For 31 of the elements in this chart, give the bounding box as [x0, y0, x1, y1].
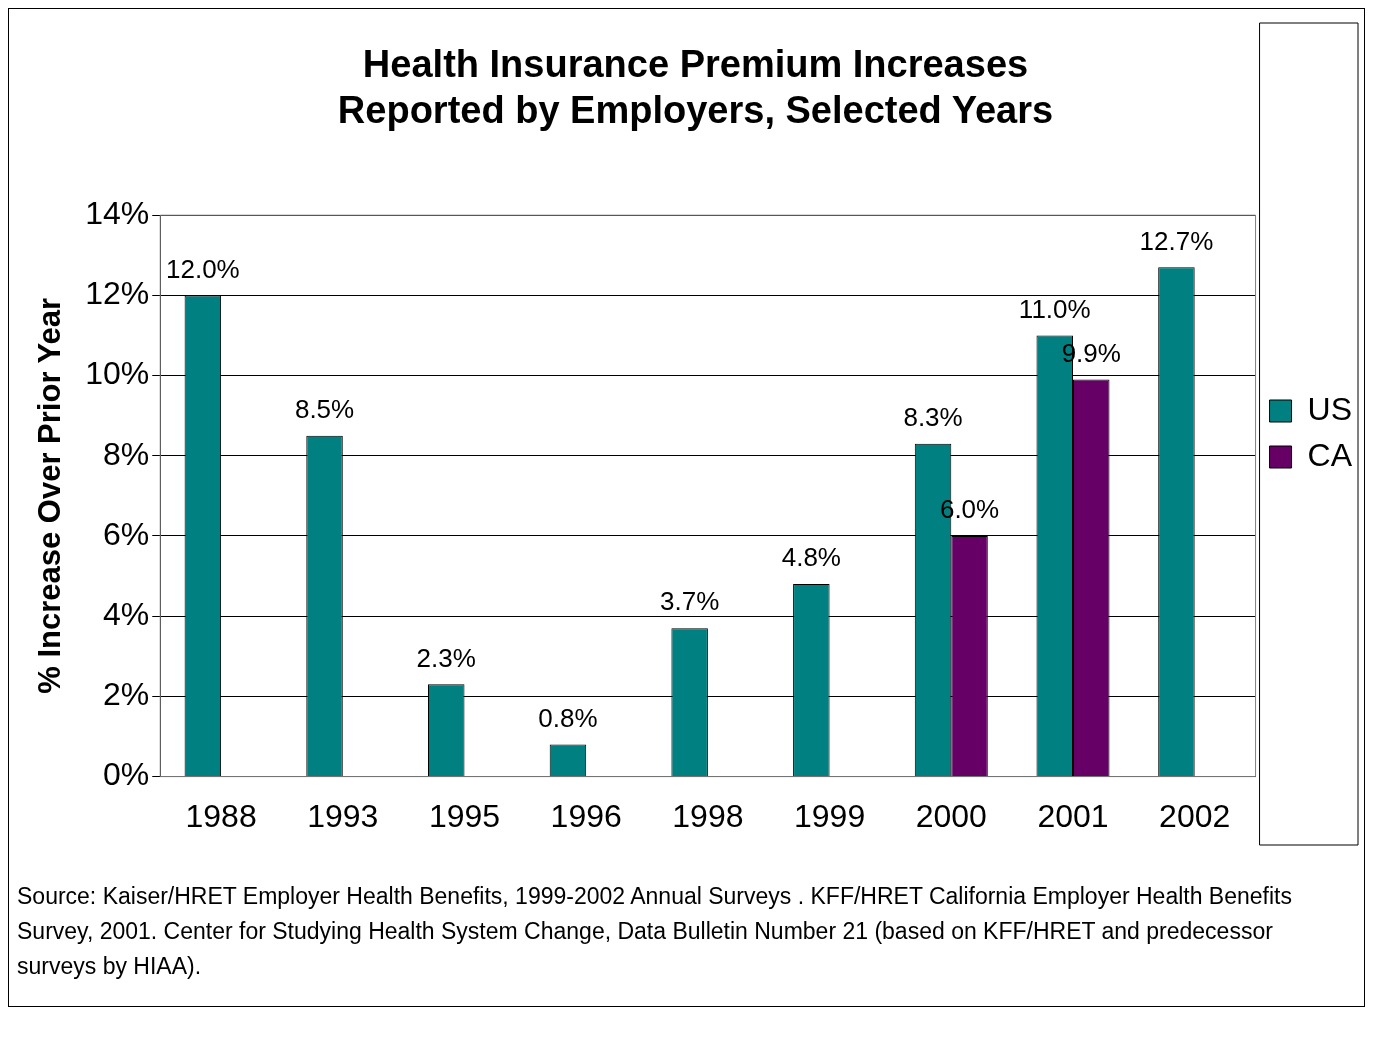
x-tick-label: 1995: [428, 797, 501, 834]
data-label: 2.3%: [416, 642, 476, 673]
y-tick-label: 2%: [103, 676, 150, 713]
y-tick-label: 10%: [85, 355, 150, 392]
data-label: 11.0%: [1018, 293, 1091, 324]
x-tick-label: 2002: [1159, 797, 1231, 834]
data-label: 0.8%: [538, 702, 598, 733]
y-tick-label: 6%: [103, 515, 150, 552]
x-tick-label: 2001: [1037, 797, 1109, 834]
data-label: 3.7%: [660, 586, 720, 617]
y-tick-label: 8%: [103, 435, 150, 472]
data-label: 12.7%: [1139, 225, 1214, 256]
source-note: Source: Kaiser/HRET Employer Health Benefits, 1999-2002 Annual Surveys . KFF/HRET California Employer Health Benefits Survey, 2001. Center for Studying Health System Change, Data Bulletin Number 21 (based on KFF/HRET and predecessor surveys by HIAA).: [17, 882, 1293, 981]
x-tick-label: 1988: [185, 797, 257, 834]
data-label: 12.0%: [165, 253, 240, 284]
data-label: 4.8%: [781, 542, 841, 573]
x-tick-label: 1996: [550, 797, 622, 834]
chart-title: Health Insurance Premium Increases Reported by Employers, Selected Years: [337, 43, 1054, 131]
y-axis-title: % Increase Over Prior Year: [32, 298, 68, 694]
legend-label: CA: [1307, 436, 1353, 473]
y-tick-label: 4%: [103, 596, 150, 633]
x-tick-label: 2000: [915, 797, 987, 834]
x-tick-label: 1993: [307, 797, 379, 834]
data-label: 8.5%: [294, 393, 355, 424]
y-tick-label: 14%: [85, 195, 150, 232]
y-tick-label: 0%: [103, 756, 150, 793]
legend-label: US: [1307, 390, 1352, 427]
data-label: 8.3%: [903, 401, 963, 432]
x-tick-label: 1999: [794, 797, 866, 834]
x-tick-label: 1998: [672, 797, 744, 834]
y-tick-label: 12%: [85, 275, 150, 312]
